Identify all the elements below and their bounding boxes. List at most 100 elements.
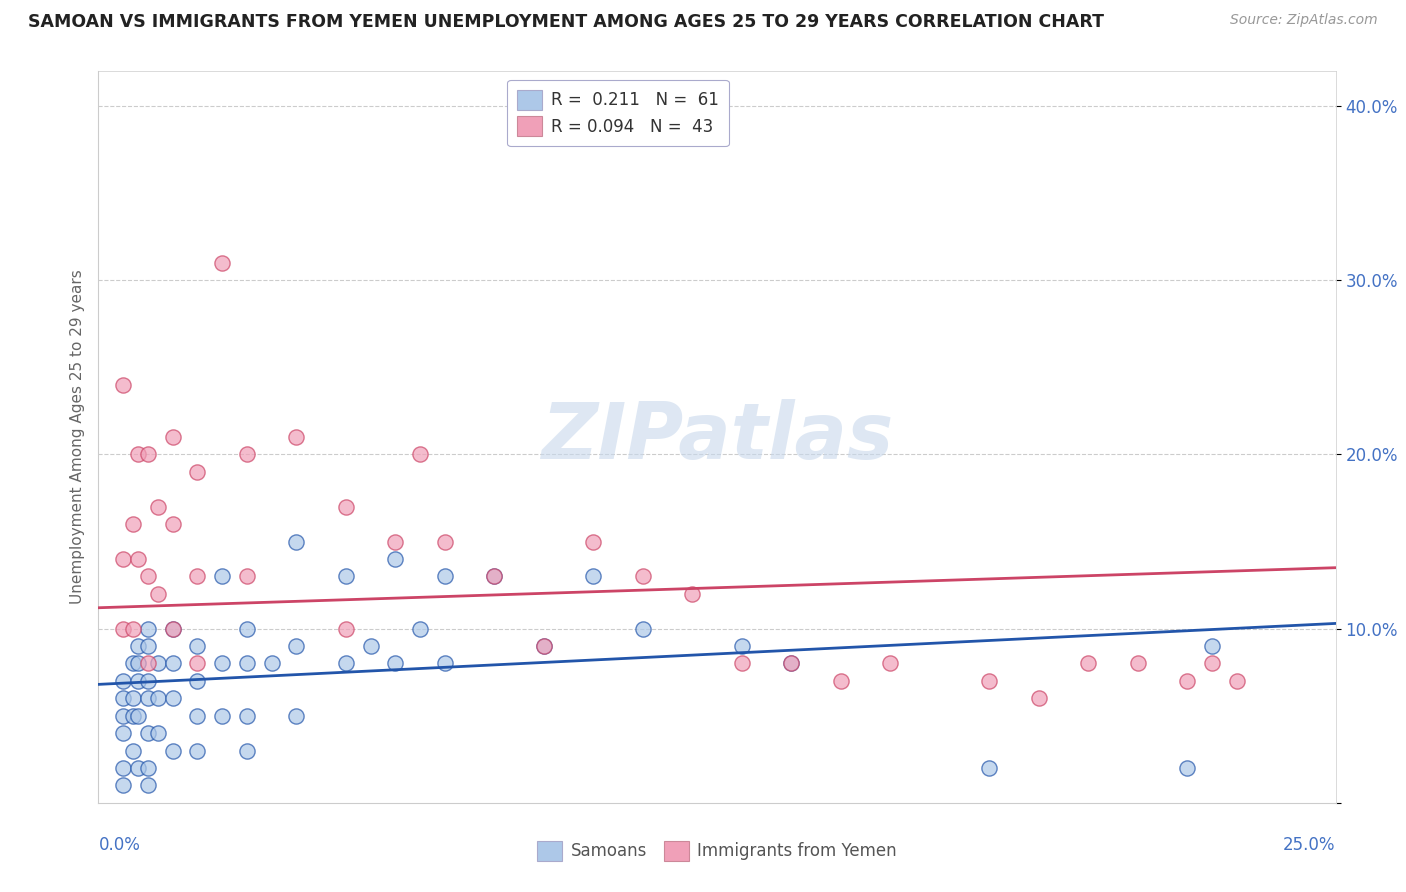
Point [731, 657, 754, 671]
Point [1126, 657, 1149, 671]
Point [211, 708, 233, 723]
Text: 0.0%: 0.0% [98, 836, 141, 854]
Point [433, 534, 456, 549]
Point [484, 569, 506, 583]
Point [433, 657, 456, 671]
Point [1201, 639, 1223, 653]
Point [186, 743, 208, 757]
Point [186, 673, 208, 688]
Point [681, 587, 703, 601]
Point [285, 708, 308, 723]
Point [162, 743, 184, 757]
Point [112, 708, 135, 723]
Point [335, 622, 357, 636]
Point [1175, 673, 1198, 688]
Point [112, 691, 135, 706]
Point [384, 534, 406, 549]
Point [1028, 691, 1050, 706]
Point [979, 673, 1001, 688]
Text: Source: ZipAtlas.com: Source: ZipAtlas.com [1230, 13, 1378, 28]
Point [136, 448, 159, 462]
Point [112, 673, 135, 688]
Point [360, 639, 382, 653]
Point [186, 639, 208, 653]
Point [1175, 761, 1198, 775]
Point [631, 569, 654, 583]
Y-axis label: Unemployment Among Ages 25 to 29 years: Unemployment Among Ages 25 to 29 years [69, 269, 84, 605]
Point [780, 657, 803, 671]
Point [162, 622, 184, 636]
Legend: Samoans, Immigrants from Yemen: Samoans, Immigrants from Yemen [530, 834, 904, 868]
Point [335, 657, 357, 671]
Point [484, 569, 506, 583]
Point [335, 500, 357, 514]
Point [136, 622, 159, 636]
Point [260, 657, 283, 671]
Point [122, 622, 145, 636]
Point [122, 743, 145, 757]
Point [285, 534, 308, 549]
Point [112, 622, 135, 636]
Point [979, 761, 1001, 775]
Point [127, 673, 149, 688]
Point [780, 657, 803, 671]
Point [136, 761, 159, 775]
Point [533, 639, 555, 653]
Point [122, 657, 145, 671]
Point [186, 657, 208, 671]
Text: 25.0%: 25.0% [1284, 836, 1336, 854]
Point [433, 569, 456, 583]
Point [162, 430, 184, 444]
Point [112, 377, 135, 392]
Point [582, 569, 605, 583]
Point [122, 517, 145, 532]
Point [830, 673, 852, 688]
Point [236, 622, 259, 636]
Point [335, 569, 357, 583]
Point [112, 761, 135, 775]
Point [112, 552, 135, 566]
Point [136, 569, 159, 583]
Point [384, 552, 406, 566]
Point [146, 726, 169, 740]
Point [162, 691, 184, 706]
Point [1226, 673, 1249, 688]
Point [146, 500, 169, 514]
Point [112, 778, 135, 792]
Point [236, 708, 259, 723]
Point [146, 691, 169, 706]
Point [122, 691, 145, 706]
Point [136, 639, 159, 653]
Point [122, 708, 145, 723]
Point [409, 448, 432, 462]
Point [127, 657, 149, 671]
Point [136, 726, 159, 740]
Point [409, 622, 432, 636]
Point [236, 448, 259, 462]
Point [127, 761, 149, 775]
Point [162, 517, 184, 532]
Point [211, 256, 233, 270]
Point [127, 708, 149, 723]
Point [533, 639, 555, 653]
Point [146, 657, 169, 671]
Text: ZIPatlas: ZIPatlas [541, 399, 893, 475]
Point [731, 639, 754, 653]
Point [127, 639, 149, 653]
Point [236, 743, 259, 757]
Point [285, 639, 308, 653]
Point [236, 657, 259, 671]
Point [136, 673, 159, 688]
Point [1201, 657, 1223, 671]
Point [162, 622, 184, 636]
Point [1077, 657, 1099, 671]
Point [582, 534, 605, 549]
Point [211, 569, 233, 583]
Point [146, 587, 169, 601]
Point [384, 657, 406, 671]
Point [631, 622, 654, 636]
Point [211, 657, 233, 671]
Point [186, 569, 208, 583]
Point [127, 448, 149, 462]
Point [162, 657, 184, 671]
